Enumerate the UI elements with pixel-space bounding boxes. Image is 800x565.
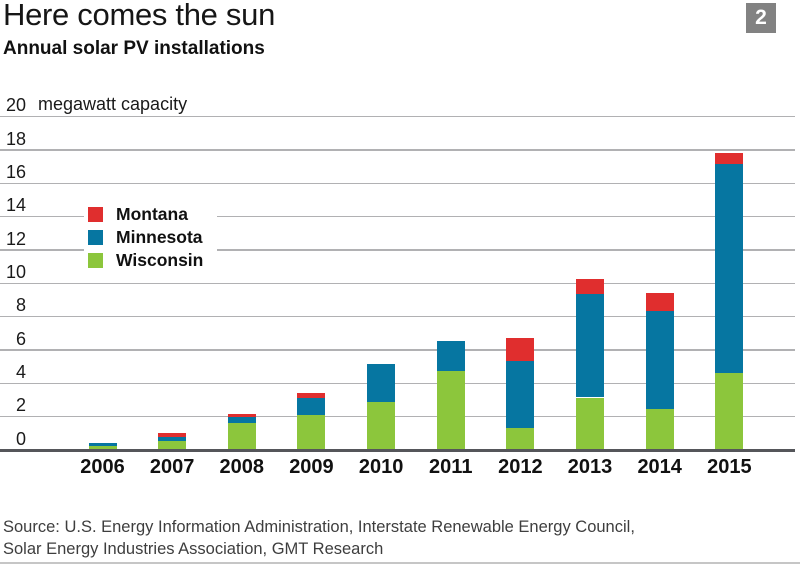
legend-label-wisconsin: Wisconsin (116, 250, 204, 270)
bar-segment-montana-2012 (506, 337, 535, 361)
y-axis-tick-label: 12 (5, 228, 26, 249)
bar-segment-minnesota-2006 (88, 443, 117, 446)
x-axis-label-2009: 2009 (289, 456, 334, 478)
bar-segment-wisconsin-2014 (645, 409, 674, 450)
bar-segment-minnesota-2015 (715, 164, 744, 374)
x-axis-label-2007: 2007 (149, 456, 195, 478)
legend-swatch-wisconsin (88, 253, 103, 268)
bar-segment-montana-2008 (227, 414, 256, 417)
chart-subtitle: Annual solar PV installations (3, 38, 265, 59)
legend-label-minnesota: Minnesota (116, 227, 203, 247)
bottom-border (0, 562, 800, 564)
bar-segment-montana-2014 (645, 292, 674, 311)
y-axis-tick-label: 6 (15, 328, 26, 349)
x-axis-label-2013: 2013 (567, 456, 613, 478)
bar-segment-minnesota-2014 (645, 310, 674, 410)
source-text-line2: Solar Energy Industries Association, GMT… (3, 540, 384, 558)
bar-segment-wisconsin-2009 (297, 415, 326, 450)
y-axis-tick-label: 14 (5, 195, 26, 216)
gridline (0, 415, 795, 418)
gridline (0, 315, 795, 318)
gridline (0, 182, 795, 185)
legend-item-montana: Montana (88, 203, 203, 226)
x-axis-label-2011: 2011 (429, 456, 473, 478)
bar-segment-minnesota-2008 (227, 416, 256, 424)
legend-swatch-montana (88, 207, 103, 222)
x-axis-label-2012: 2012 (498, 456, 543, 478)
bar-segment-minnesota-2012 (506, 360, 535, 429)
x-axis-label-2015: 2015 (707, 456, 752, 478)
bar-segment-minnesota-2007 (158, 436, 187, 441)
bar-segment-minnesota-2013 (576, 294, 605, 398)
page-title: Here comes the sun (3, 0, 276, 32)
y-axis-tick-label: 2 (15, 395, 26, 416)
legend: Montana Minnesota Wisconsin (84, 197, 218, 278)
legend-item-wisconsin: Wisconsin (88, 249, 203, 272)
source-text-line1: Source: U.S. Energy Information Administ… (3, 518, 635, 536)
bar-segment-wisconsin-2011 (436, 370, 465, 450)
gridline (0, 249, 795, 251)
bar-segment-minnesota-2011 (436, 340, 465, 371)
legend-label-montana: Montana (116, 204, 188, 224)
bar-segment-wisconsin-2007 (158, 440, 187, 450)
bar-segment-montana-2009 (297, 393, 326, 399)
gridline (0, 115, 795, 118)
x-axis-label-2008: 2008 (219, 456, 265, 478)
gridline (0, 282, 795, 285)
bar-segment-minnesota-2009 (297, 398, 326, 415)
bar-segment-wisconsin-2006 (88, 445, 117, 450)
x-axis-label-2006: 2006 (80, 456, 125, 478)
gridline (0, 382, 795, 385)
legend-swatch-minnesota (88, 230, 103, 245)
bar-segment-wisconsin-2008 (227, 423, 256, 450)
bar-segment-wisconsin-2010 (367, 401, 396, 450)
y-axis-tick-label: 16 (5, 161, 26, 182)
y-axis-tick-label: 18 (5, 128, 26, 149)
bar-segment-wisconsin-2012 (506, 428, 535, 450)
y-axis-tick-label: 4 (15, 361, 26, 382)
y-axis-tick-label: 8 (15, 295, 26, 316)
legend-item-minnesota: Minnesota (88, 226, 203, 249)
bar-segment-montana-2015 (715, 153, 744, 165)
bar-segment-montana-2013 (576, 279, 605, 295)
gridline (0, 215, 795, 218)
gridline (0, 349, 795, 351)
bar-segment-wisconsin-2013 (576, 397, 605, 450)
y-axis-tick-label: 0 (15, 428, 26, 449)
bar-segment-minnesota-2010 (367, 364, 396, 402)
bar-segment-wisconsin-2015 (715, 373, 744, 450)
x-axis-label-2010: 2010 (358, 456, 404, 478)
y-axis-tick-label: 20 (5, 95, 26, 116)
x-axis-baseline (0, 449, 795, 452)
page-number-badge: 2 (746, 3, 776, 33)
gridline (0, 149, 795, 151)
x-axis-label-2014: 2014 (637, 456, 682, 478)
y-axis-tick-label: 10 (5, 261, 26, 282)
y-axis-unit-label: megawatt capacity (38, 94, 188, 114)
bar-segment-montana-2007 (158, 432, 187, 437)
